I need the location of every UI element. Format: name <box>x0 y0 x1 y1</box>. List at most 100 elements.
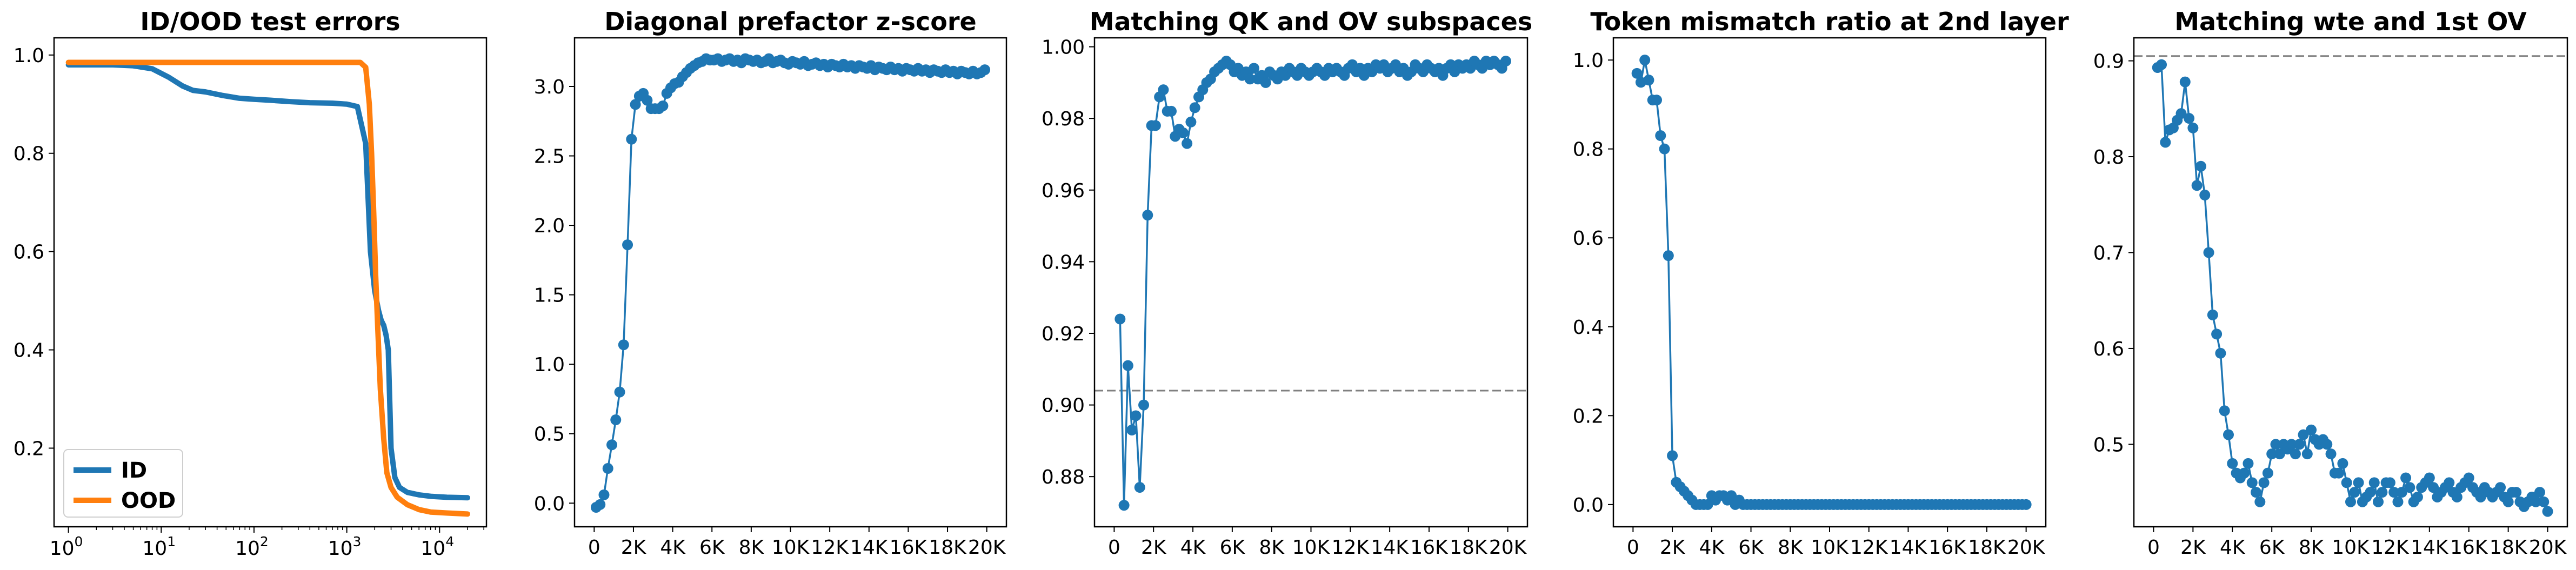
data-point <box>2199 190 2211 201</box>
data-point <box>2365 487 2376 498</box>
x-tick-label: 8K <box>1259 537 1285 559</box>
y-tick-label: 1.00 <box>1042 37 1085 59</box>
data-point <box>1659 143 1670 155</box>
x-tick-label: 20K <box>1489 537 1527 559</box>
y-tick-label: 0.2 <box>14 438 44 460</box>
x-tick-base: 10 <box>50 538 75 560</box>
y-tick-label: 0.88 <box>1042 466 1085 488</box>
data-point <box>657 100 669 111</box>
y-tick-label: 0.94 <box>1042 251 1085 273</box>
data-point <box>2400 472 2412 484</box>
series-line-ood <box>65 59 470 517</box>
y-tick-label: 1.5 <box>534 285 565 307</box>
legend-label-ood: OOD <box>121 488 176 513</box>
x-tick-label: 14K <box>850 537 889 559</box>
chart-panel-5: Matching wte and 1st OV0.50.60.70.80.90 2… <box>2093 7 2568 559</box>
chart-title: Token mismatch ratio at 2nd layer <box>1590 7 2069 36</box>
data-point <box>2353 477 2364 488</box>
data-point <box>2274 448 2285 460</box>
legend: ID OOD <box>63 449 183 518</box>
x-tick-exponent: 3 <box>353 534 362 549</box>
data-point <box>2396 487 2407 498</box>
y-tick-label: 0.92 <box>1042 323 1085 345</box>
data-point <box>2377 487 2388 498</box>
data-point <box>2333 467 2345 479</box>
data-point <box>2412 491 2423 502</box>
data-point <box>2511 487 2522 498</box>
y-tick-label: 1.0 <box>534 354 565 376</box>
y-tick-label: 0.9 <box>2093 51 2124 73</box>
x-tick-exponent: 1 <box>167 534 176 549</box>
data-point <box>1138 399 1150 411</box>
x-tick-label: 101 <box>142 534 176 560</box>
data-point <box>630 99 641 110</box>
axes-frame <box>573 37 1007 528</box>
data-point <box>1165 105 1177 117</box>
y-tick-label: 1.0 <box>1573 50 1604 72</box>
data-point <box>2290 448 2301 460</box>
x-tick-label: 2K <box>1660 537 1686 559</box>
data-point <box>2160 137 2171 148</box>
data-point <box>2270 439 2281 450</box>
y-tick-label: 0.90 <box>1042 395 1085 417</box>
y-tick-label: 0.5 <box>2093 434 2124 456</box>
data-point <box>1130 410 1142 421</box>
data-point <box>2219 405 2230 417</box>
data-point <box>1500 56 1511 67</box>
x-tick-base: 10 <box>142 538 167 560</box>
data-point <box>2266 448 2278 460</box>
data-point <box>2444 477 2455 488</box>
x-tick-label: 10K <box>1811 537 1849 559</box>
x-tick-label: 8K <box>739 537 765 559</box>
y-tick-label: 0.8 <box>2093 146 2124 169</box>
data-point <box>618 339 629 351</box>
plot-area <box>590 53 991 513</box>
chart-panel-4: Token mismatch ratio at 2nd layer 0.0 0.2 0… <box>1573 7 2069 559</box>
data-point <box>1158 84 1169 96</box>
x-tick-label: 2K <box>621 537 647 559</box>
y-tick-label: 0.0 <box>534 493 565 515</box>
data-point <box>2156 59 2167 70</box>
data-point <box>1655 130 1666 141</box>
y-tick-label: 0.4 <box>14 340 44 362</box>
data-point <box>1122 360 1133 371</box>
chart-panel-2: Diagonal prefactor z-score 0.0 0.5 1.0 1.5 2.… <box>534 7 1007 559</box>
chart-panel-3: Matching QK and OV subspaces 0.88 0.90 0.92… <box>1042 7 1532 559</box>
data-point <box>2475 491 2486 502</box>
x-tick-label: 103 <box>328 534 362 560</box>
data-point <box>2538 496 2550 507</box>
y-tick-label: 3.0 <box>534 76 565 98</box>
data-point <box>1663 250 1674 261</box>
legend-label-id: ID <box>121 458 147 483</box>
data-point <box>2286 439 2297 450</box>
data-point <box>2175 108 2187 119</box>
data-point <box>2298 429 2309 440</box>
data-point <box>2301 448 2313 460</box>
data-point <box>2251 487 2262 498</box>
data-point <box>2502 496 2514 507</box>
x-tick-label: 8K <box>1778 537 1804 559</box>
axes-frame <box>2133 37 2568 528</box>
y-tick-label: 0.0 <box>1573 494 1604 517</box>
y-tick-label: 0.7 <box>2093 242 2124 264</box>
axes-frame <box>1093 37 1529 528</box>
x-tick-label: 0 <box>1627 537 1639 559</box>
data-point <box>2203 247 2214 258</box>
x-tick-base: 10 <box>235 538 260 560</box>
x-tick-label: 0 <box>1108 537 1120 559</box>
data-point <box>2306 424 2317 435</box>
data-point <box>979 64 991 76</box>
data-point <box>2424 472 2435 484</box>
x-tick-label: 10K <box>2332 537 2370 559</box>
axes-frame <box>53 37 488 528</box>
x-tick-base: 10 <box>328 538 353 560</box>
chart-title: ID/OOD test errors <box>140 7 400 36</box>
data-point <box>610 414 622 426</box>
data-point <box>1150 120 1161 131</box>
data-point <box>1702 499 1713 510</box>
data-point <box>2191 180 2203 191</box>
y-tick-label: 0.4 <box>1573 317 1604 339</box>
data-point <box>1118 500 1130 511</box>
x-tick-label: 20K <box>2007 537 2046 559</box>
